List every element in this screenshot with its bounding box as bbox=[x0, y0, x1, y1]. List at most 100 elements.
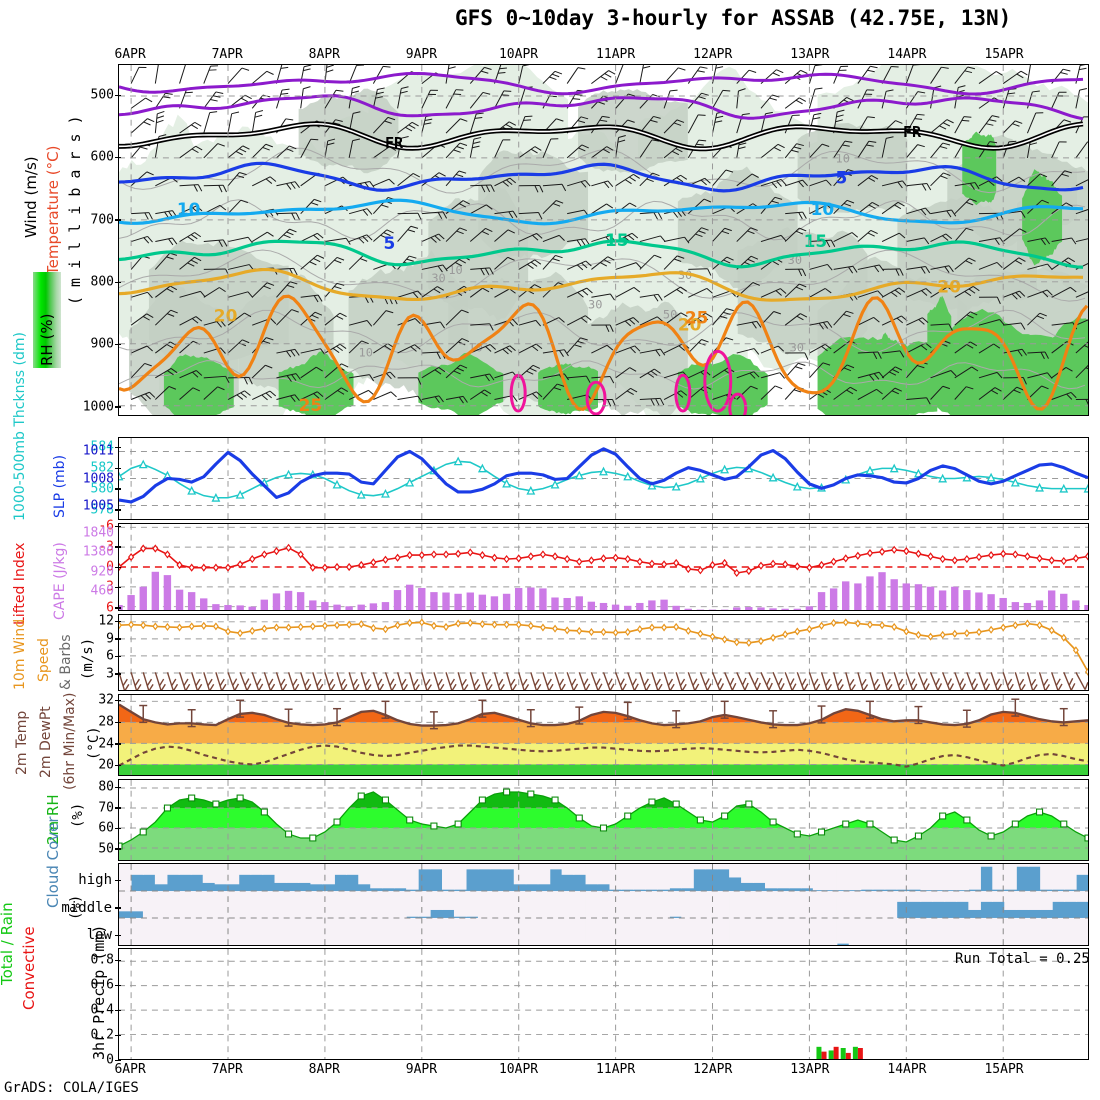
upper-label-pressure: ( m i l l i b a r s ) bbox=[66, 115, 84, 305]
rh-2m-panel bbox=[118, 779, 1089, 861]
cape-tick-920: 920 bbox=[90, 564, 114, 580]
yticks-thick-tick-582: 582 bbox=[90, 460, 114, 476]
svg-text:10: 10 bbox=[177, 199, 201, 219]
svg-text:25: 25 bbox=[299, 395, 323, 415]
yticks-upper-tick-1000: 1000 bbox=[82, 399, 114, 415]
label-thickness: 1000-500mb Thcknss (dm) bbox=[12, 332, 28, 521]
label-slp: SLP (mb) bbox=[52, 454, 68, 518]
yticks-li-tick--6: -6 bbox=[98, 518, 114, 534]
tick-mark bbox=[115, 934, 121, 937]
date-label-10apr: 10APR bbox=[498, 47, 539, 62]
yticks-rh2m-tick-70: 70 bbox=[98, 800, 114, 816]
yticks-temp-tick-28: 28 bbox=[98, 714, 114, 730]
label-cloud-cover: Cloud Cover bbox=[44, 816, 62, 908]
yticks-upper-tick-600: 600 bbox=[90, 149, 114, 165]
yticks-li-tick-3: 3 bbox=[106, 579, 114, 595]
tick-mark bbox=[115, 764, 121, 767]
date-label-13apr: 13APR bbox=[790, 1062, 830, 1077]
yticks-rh2m-tick-80: 80 bbox=[98, 779, 114, 795]
tick-mark bbox=[115, 907, 121, 909]
yticks-temp-tick-20: 20 bbox=[98, 757, 114, 773]
yticks-li-tick--3: -3 bbox=[98, 539, 114, 555]
slp-tick-1005: 1005 bbox=[82, 498, 114, 514]
date-label-12apr: 12APR bbox=[693, 47, 733, 62]
label-cape: CAPE (J/kg) bbox=[52, 542, 68, 620]
yticks-upper-tick-700: 700 bbox=[90, 212, 114, 228]
tick-mark bbox=[115, 638, 121, 640]
svg-text:10: 10 bbox=[359, 345, 373, 359]
cape-tick-1380: 1380 bbox=[82, 544, 114, 560]
tick-mark bbox=[115, 673, 121, 675]
svg-text:20: 20 bbox=[678, 315, 702, 335]
date-label-8apr: 8APR bbox=[308, 1062, 340, 1077]
svg-text:30: 30 bbox=[790, 340, 804, 354]
yticks-wind-tick-3: 3 bbox=[106, 666, 114, 681]
tick-mark bbox=[115, 566, 121, 568]
svg-text:10: 10 bbox=[448, 263, 462, 277]
yticks-temp-tick-32: 32 bbox=[98, 692, 114, 708]
label-2m-dewpt: 2m DewPt bbox=[38, 706, 54, 778]
wind-10m-panel bbox=[118, 614, 1089, 691]
upper-label-wind: Wind (m/s) bbox=[22, 156, 40, 238]
rh-legend-swatch bbox=[33, 272, 61, 368]
label-wind10m: 10m Wind bbox=[12, 618, 28, 690]
yticks-precip-tick-0.6: 0.6 bbox=[90, 977, 114, 993]
label-wind-speed: Speed bbox=[36, 638, 52, 682]
svg-text:10: 10 bbox=[836, 151, 850, 165]
tick-mark bbox=[115, 786, 121, 789]
date-label-15apr: 15APR bbox=[984, 1062, 1024, 1077]
tick-mark bbox=[115, 446, 121, 449]
svg-text:15: 15 bbox=[605, 230, 629, 250]
tick-mark bbox=[115, 1009, 121, 1012]
tick-mark bbox=[115, 467, 121, 470]
yticks-thick-tick-584: 584 bbox=[90, 439, 114, 455]
temp-dewpoint-panel bbox=[118, 694, 1089, 776]
yticks-wind-tick-6: 6 bbox=[106, 648, 114, 664]
label-minmax: (6hr Min/Max) bbox=[62, 692, 78, 790]
yticks-precip-tick-0: 0 bbox=[106, 1052, 114, 1068]
svg-text:30: 30 bbox=[431, 271, 445, 285]
slp-tick-1011: 1011 bbox=[82, 443, 114, 459]
date-label-8apr: 8APR bbox=[308, 47, 340, 62]
yticks-precip-tick-0.4: 0.4 bbox=[90, 1002, 114, 1018]
date-label-9apr: 9APR bbox=[405, 47, 438, 62]
tick-mark bbox=[115, 848, 121, 850]
label-wind-barbs: & Barbs bbox=[58, 634, 74, 691]
yticks-thick-tick-578: 578 bbox=[90, 502, 114, 518]
date-label-11apr: 11APR bbox=[596, 1062, 636, 1077]
tick-mark bbox=[115, 219, 121, 221]
label-lifted-index: Lifted Index bbox=[12, 542, 28, 625]
precip-panel bbox=[118, 948, 1089, 1060]
yticks-rh2m-tick-60: 60 bbox=[98, 820, 114, 836]
tick-mark bbox=[115, 343, 121, 346]
li-cape-panel bbox=[118, 523, 1089, 611]
cape-tick-1840: 1840 bbox=[82, 525, 114, 541]
svg-text:25: 25 bbox=[685, 308, 709, 328]
label-cloud-units: (%) bbox=[68, 894, 84, 920]
thickness-slp-panel bbox=[118, 437, 1089, 520]
svg-text:20: 20 bbox=[937, 277, 961, 297]
date-label-14apr: 14APR bbox=[887, 1062, 927, 1077]
label-wind-units: (m/s) bbox=[80, 637, 96, 680]
yticks-upper-tick-900: 900 bbox=[90, 336, 114, 352]
svg-text:10: 10 bbox=[811, 199, 835, 219]
yticks-rh2m-tick-50: 50 bbox=[98, 841, 114, 857]
yticks-precip-tick-0.2: 0.2 bbox=[90, 1027, 114, 1043]
svg-text:5: 5 bbox=[836, 167, 848, 187]
date-label-6apr: 6APR bbox=[114, 1062, 146, 1077]
cloud-cover-panel bbox=[118, 863, 1089, 946]
tick-mark bbox=[115, 721, 121, 724]
yticks-li-tick-6: 6 bbox=[106, 600, 114, 616]
yticks-wind-tick-12: 12 bbox=[98, 613, 114, 629]
svg-text:20: 20 bbox=[214, 306, 238, 326]
yticks-temp-tick-24: 24 bbox=[98, 736, 114, 752]
tick-mark bbox=[115, 607, 121, 609]
date-label-6apr: 6APR bbox=[114, 47, 146, 62]
tick-mark bbox=[115, 984, 121, 987]
page-title: GFS 0~10day 3-hourly for ASSAB (42.75E, … bbox=[455, 6, 1012, 30]
label-rh-units: (%) bbox=[70, 802, 86, 828]
date-label-7apr: 7APR bbox=[211, 1062, 243, 1077]
run-total-label: Run Total = 0.25 bbox=[955, 951, 1090, 967]
cape-tick-460: 460 bbox=[90, 583, 114, 599]
front-label-1: FR bbox=[385, 134, 404, 152]
